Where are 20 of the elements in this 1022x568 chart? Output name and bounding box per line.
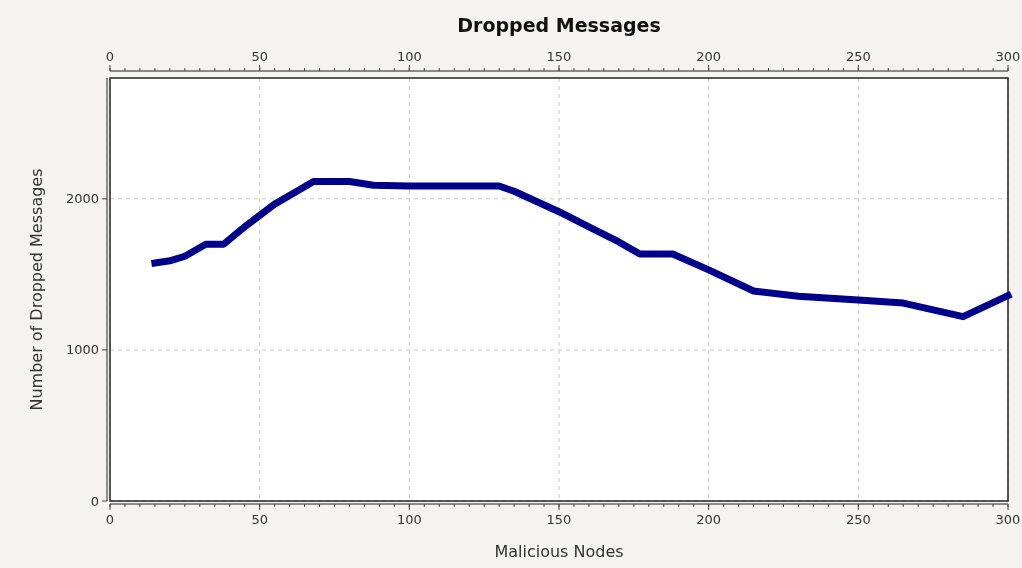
x-axis-title: Malicious Nodes xyxy=(494,542,624,561)
x2-tick-label: 300 xyxy=(995,49,1021,64)
y-tick-label: 0 xyxy=(90,493,99,509)
x-tick-label: 200 xyxy=(696,512,722,527)
x-tick-label: 100 xyxy=(396,512,422,527)
x-tick-label: 300 xyxy=(995,512,1021,527)
x2-tick-label: 200 xyxy=(696,49,722,64)
x2-tick-label: 0 xyxy=(105,49,115,64)
x2-tick-label: 50 xyxy=(251,49,268,64)
x-tick-label: 50 xyxy=(251,512,268,527)
y-axis-title: Number of Dropped Messages xyxy=(27,168,46,411)
x2-tick-label: 150 xyxy=(546,49,572,64)
y-tick-label: 2000 xyxy=(65,191,99,207)
x2-tick-label: 250 xyxy=(845,49,871,64)
y-tick-label: 1000 xyxy=(65,342,99,358)
x-tick-label: 250 xyxy=(845,512,871,527)
chart-title: Dropped Messages xyxy=(457,14,661,36)
x2-tick-label: 100 xyxy=(396,49,422,64)
x-tick-label: 150 xyxy=(546,512,572,527)
x-tick-label: 0 xyxy=(105,512,115,527)
